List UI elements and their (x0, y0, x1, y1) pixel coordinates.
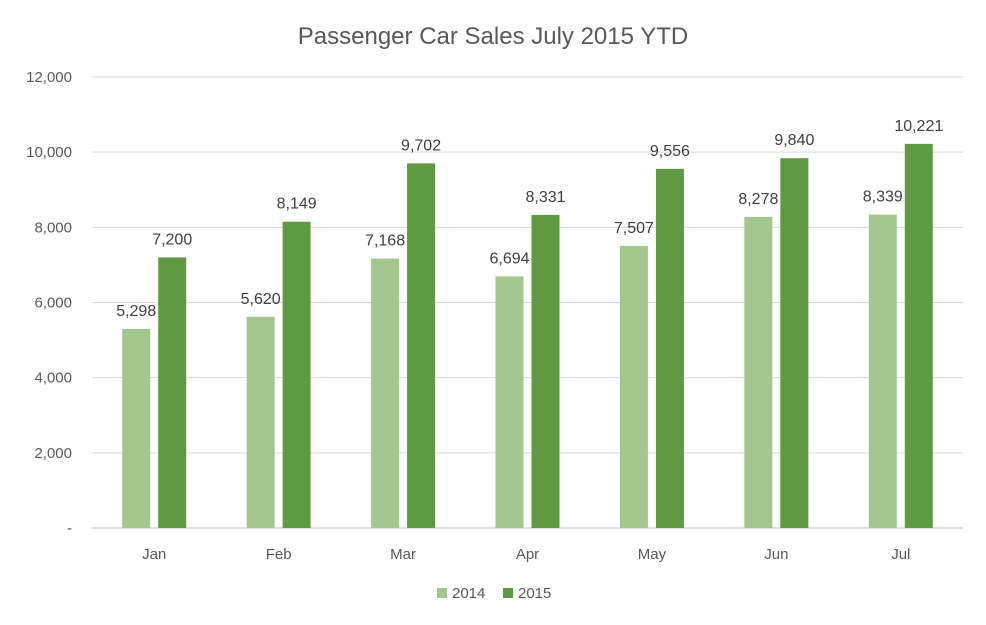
x-tick-label: May (638, 546, 667, 563)
bar-2014-jul (868, 214, 897, 528)
bar-2015-apr (531, 214, 560, 528)
data-labels: 5,298 7,200 5,620 8,149 7,168 9,702 6,694 8,331… (116, 118, 943, 320)
legend: 2014 2015 (437, 585, 551, 602)
x-tick-label: Jan (142, 546, 166, 563)
x-tick-label: Jun (764, 546, 788, 563)
bar-2014-jun (744, 216, 773, 528)
bar-2014-apr (495, 276, 524, 528)
data-label-2014-mar: 7,168 (365, 233, 405, 250)
x-tick-label: Feb (266, 546, 292, 563)
legend-label-2015: 2015 (518, 585, 551, 602)
bar-2015-jul (904, 143, 933, 528)
x-tick-label: Apr (516, 546, 539, 563)
y-tick-label: - (67, 520, 72, 537)
y-tick-label: 8,000 (34, 219, 72, 236)
bar-2015-jan (158, 257, 187, 528)
y-tick-label: 4,000 (34, 370, 72, 387)
chart-title: Passenger Car Sales July 2015 YTD (298, 23, 688, 50)
data-label-2015-jan: 7,200 (152, 231, 192, 248)
data-label-2014-jul: 8,339 (863, 189, 903, 206)
bar-2015-may (655, 168, 684, 528)
bar-2014-may (619, 245, 648, 528)
bar-2015-mar (407, 163, 436, 528)
data-label-2014-feb: 5,620 (241, 291, 281, 308)
y-tick-label: 10,000 (26, 144, 72, 161)
legend-swatch-2015 (503, 588, 513, 598)
data-label-2015-feb: 8,149 (277, 196, 317, 213)
bar-2015-jun (780, 158, 809, 528)
legend-swatch-2014 (437, 588, 447, 598)
legend-label-2014: 2014 (452, 585, 485, 602)
y-tick-label: 12,000 (26, 69, 72, 86)
data-label-2014-apr: 6,694 (489, 250, 529, 267)
x-axis-tick-labels: Jan Feb Mar Apr May Jun Jul (142, 546, 910, 563)
data-label-2015-jun: 9,840 (774, 132, 814, 149)
data-label-2014-jan: 5,298 (116, 303, 156, 320)
x-tick-label: Jul (891, 546, 910, 563)
data-label-2015-mar: 9,702 (401, 137, 441, 154)
y-tick-label: 6,000 (34, 295, 72, 312)
bars (122, 143, 933, 529)
gridlines (92, 76, 963, 529)
data-label-2015-apr: 8,331 (525, 189, 565, 206)
x-tick-label: Mar (390, 546, 416, 563)
data-label-2015-jul: 10,221 (894, 118, 943, 135)
data-label-2014-jun: 8,278 (738, 191, 778, 208)
y-axis-tick-labels: - 2,000 4,000 6,000 8,000 10,000 12,000 (26, 69, 72, 537)
bar-2014-feb (246, 316, 275, 528)
data-label-2014-may: 7,507 (614, 220, 654, 237)
data-label-2015-may: 9,556 (650, 143, 690, 160)
bar-2014-mar (371, 258, 400, 528)
y-tick-label: 2,000 (34, 445, 72, 462)
bar-2015-feb (282, 221, 311, 529)
bar-2014-jan (122, 328, 151, 528)
